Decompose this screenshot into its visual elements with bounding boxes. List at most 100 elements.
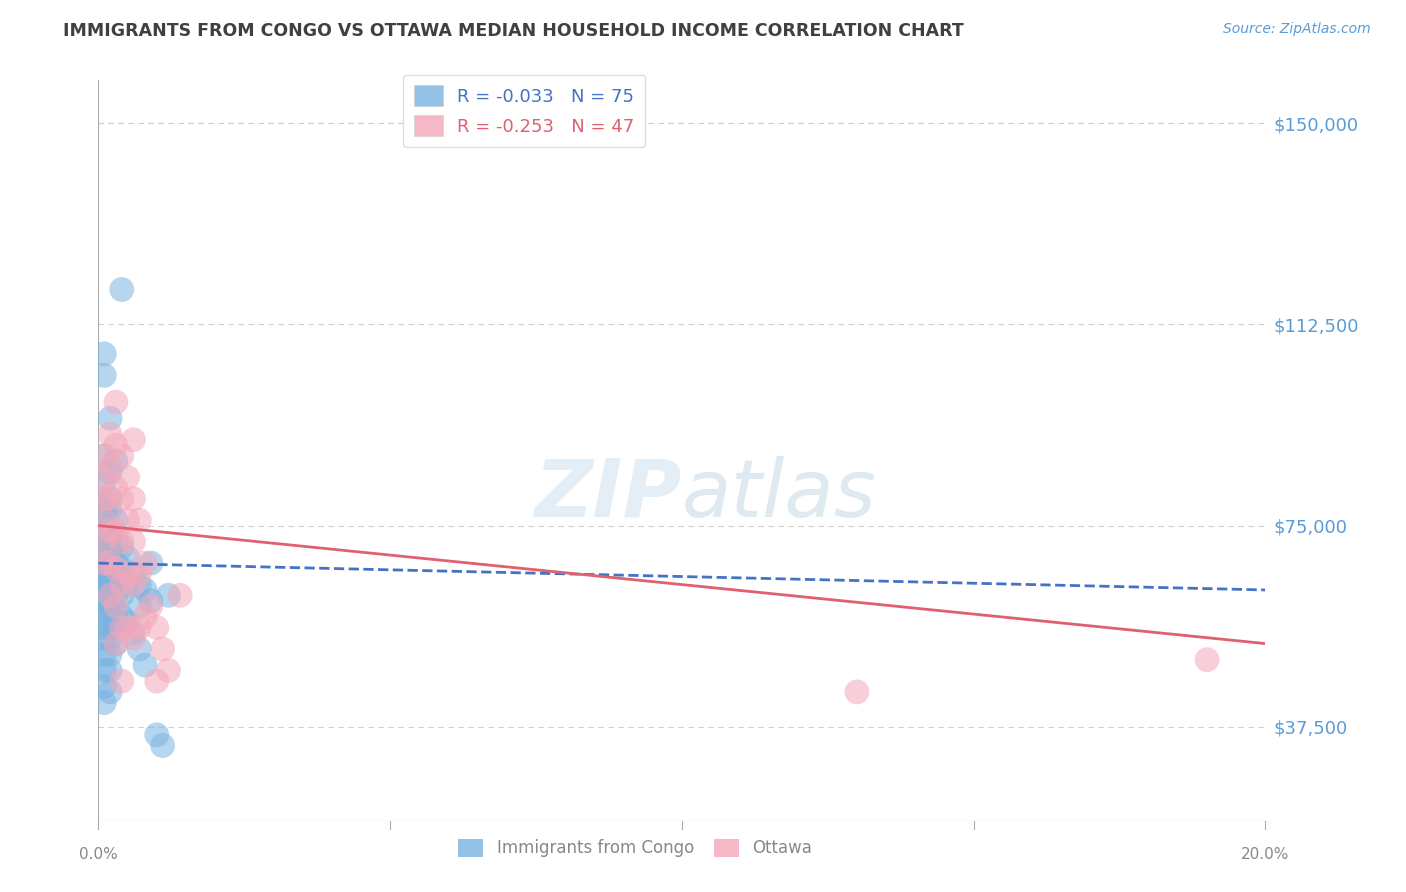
Point (98, 556, 121, 570)
Point (104, 604, 127, 618)
Point (134, 556, 156, 570)
Point (111, 588, 134, 602)
Point (117, 566, 139, 581)
Point (104, 615, 127, 629)
Point (111, 540, 134, 554)
Legend: Immigrants from Congo, Ottawa: Immigrants from Congo, Ottawa (451, 832, 818, 864)
Point (98, 459, 121, 474)
Point (111, 620, 134, 634)
Point (104, 588, 127, 602)
Point (139, 593, 162, 607)
Text: ZIP: ZIP (534, 456, 682, 534)
Point (98, 502, 121, 516)
Point (117, 470, 139, 484)
Point (122, 491, 145, 506)
Point (93, 556, 115, 570)
Point (117, 513, 139, 527)
Text: Source: ZipAtlas.com: Source: ZipAtlas.com (1223, 22, 1371, 37)
Point (93, 347, 115, 361)
Point (93, 470, 115, 484)
Point (104, 572, 127, 586)
Point (122, 534, 145, 549)
Point (122, 566, 145, 581)
Point (98, 491, 121, 506)
Point (98, 465, 121, 479)
Point (93, 582, 115, 597)
Point (128, 620, 150, 634)
Point (152, 739, 174, 753)
Point (104, 599, 127, 613)
Point (111, 283, 134, 297)
Point (98, 411, 121, 425)
Point (93, 609, 115, 624)
Point (93, 534, 115, 549)
Point (117, 620, 139, 634)
Point (104, 637, 127, 651)
Point (93, 524, 115, 538)
Point (98, 588, 121, 602)
Point (93, 664, 115, 678)
Point (111, 534, 134, 549)
Point (104, 556, 127, 570)
Point (93, 518, 115, 533)
Point (146, 674, 169, 689)
Point (93, 561, 115, 575)
Point (98, 524, 121, 538)
Point (128, 599, 150, 613)
Point (98, 566, 121, 581)
Point (98, 685, 121, 699)
Point (98, 524, 121, 538)
Point (128, 566, 150, 581)
Point (134, 582, 156, 597)
Point (139, 599, 162, 613)
Point (117, 615, 139, 629)
Point (98, 648, 121, 662)
Point (98, 599, 121, 613)
Point (169, 588, 191, 602)
Point (128, 513, 150, 527)
Text: IMMIGRANTS FROM CONGO VS OTTAWA MEDIAN HOUSEHOLD INCOME CORRELATION CHART: IMMIGRANTS FROM CONGO VS OTTAWA MEDIAN H… (63, 22, 965, 40)
Point (98, 620, 121, 634)
Point (98, 588, 121, 602)
Point (122, 632, 145, 646)
Point (98, 427, 121, 442)
Point (157, 588, 180, 602)
Point (93, 513, 115, 527)
Point (146, 728, 169, 742)
Point (93, 449, 115, 463)
Point (93, 680, 115, 694)
Point (93, 508, 115, 522)
Point (93, 696, 115, 710)
Text: atlas: atlas (682, 456, 877, 534)
Point (111, 449, 134, 463)
Point (157, 664, 180, 678)
Point (111, 577, 134, 591)
Text: 20.0%: 20.0% (1241, 847, 1289, 863)
Point (134, 609, 156, 624)
Point (122, 625, 145, 640)
Point (104, 561, 127, 575)
Point (93, 620, 115, 634)
Point (93, 566, 115, 581)
Point (98, 491, 121, 506)
Point (104, 534, 127, 549)
Point (98, 556, 121, 570)
Point (93, 632, 115, 646)
Point (93, 648, 115, 662)
Point (104, 395, 127, 409)
Point (104, 438, 127, 452)
Point (104, 513, 127, 527)
Point (93, 449, 115, 463)
Point (98, 577, 121, 591)
Point (93, 577, 115, 591)
Point (93, 556, 115, 570)
Point (104, 481, 127, 495)
Point (846, 685, 869, 699)
Text: 0.0%: 0.0% (79, 847, 118, 863)
Point (93, 534, 115, 549)
Point (98, 545, 121, 559)
Point (122, 577, 145, 591)
Point (134, 658, 156, 673)
Point (111, 609, 134, 624)
Point (117, 550, 139, 565)
